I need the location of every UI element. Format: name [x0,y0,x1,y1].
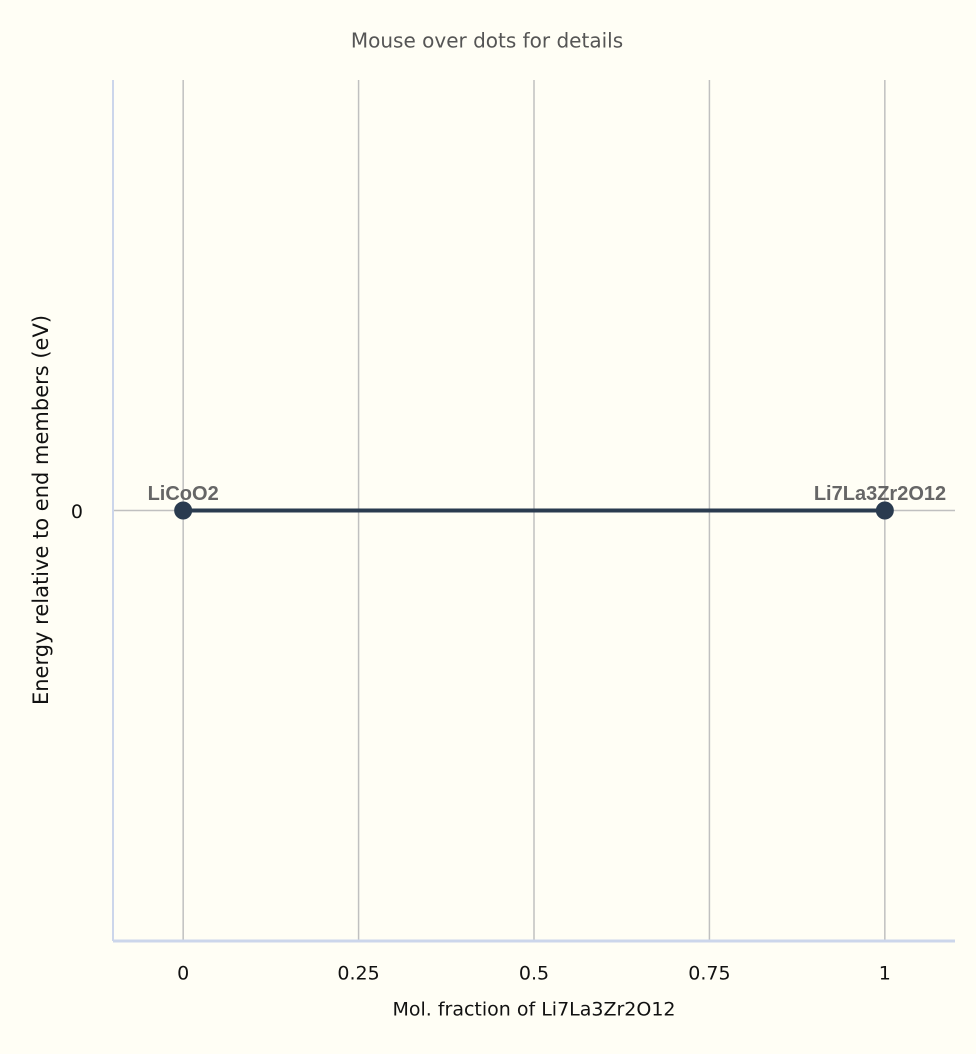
point-label: LiCoO2 [148,483,219,505]
x-axis-label: Mol. fraction of Li7La3Zr2O12 [392,999,675,1021]
point [174,501,193,520]
y-axis-label: Energy relative to end members (eV) [29,315,53,705]
point [875,501,894,520]
x-tick-label: 0 [177,963,189,985]
x-tick-label: 1 [879,963,891,985]
x-tick-label: 0.25 [337,963,379,985]
x-tick-label: 0.75 [688,963,730,985]
x-tick-label: 0.5 [519,963,549,985]
point-label: Li7La3Zr2O12 [814,483,946,505]
y-tick-label: 0 [71,501,83,523]
chart-subtitle: Mouse over dots for details [351,29,623,53]
